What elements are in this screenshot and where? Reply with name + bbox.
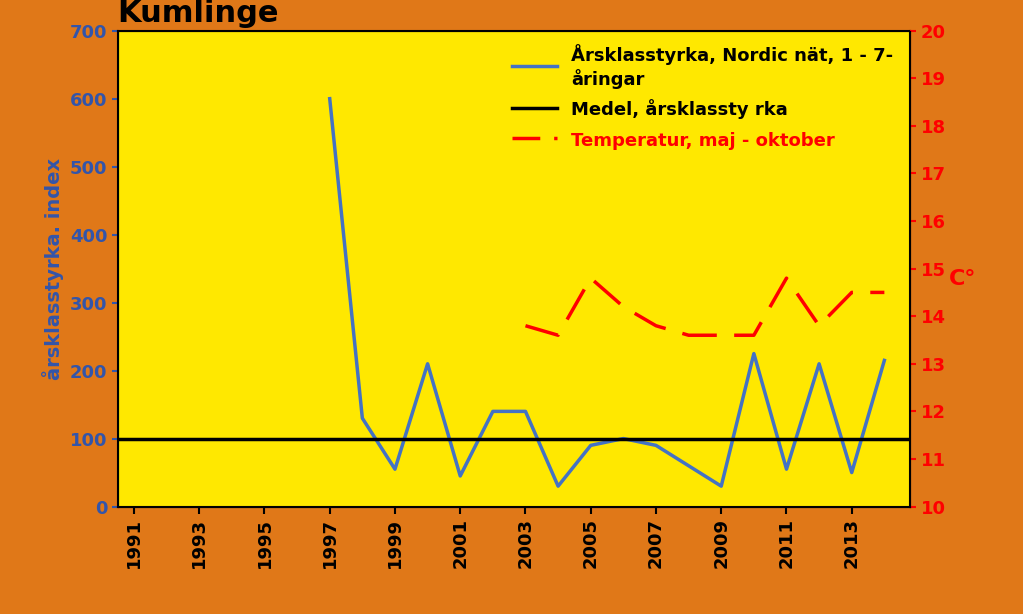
Y-axis label: C°: C° [949, 269, 976, 289]
Text: Kumlinge: Kumlinge [118, 0, 279, 28]
Legend: Årsklasstyrka, Nordic nät, 1 - 7-
åringar, Medel, årsklassty rka, Temperatur, ma: Årsklasstyrka, Nordic nät, 1 - 7- åringa… [512, 44, 893, 150]
Y-axis label: årsklasstyrka. index: årsklasstyrka. index [42, 158, 64, 379]
